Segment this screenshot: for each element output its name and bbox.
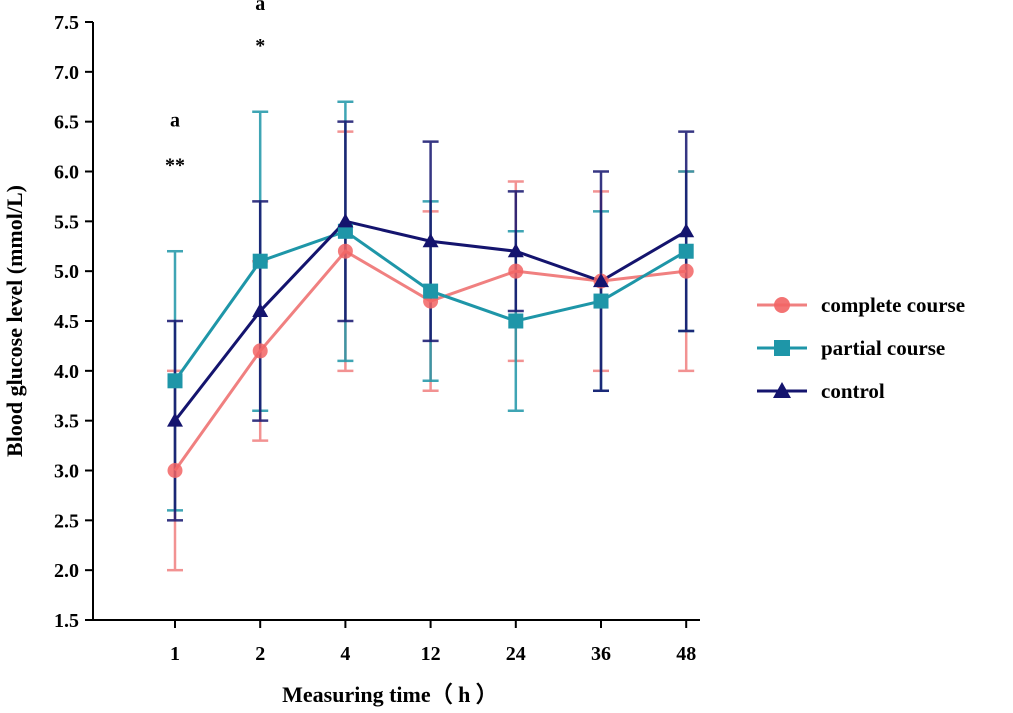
marker-partial-course xyxy=(678,243,694,259)
marker-complete-course xyxy=(508,263,524,279)
y-tick-label: 7.0 xyxy=(54,62,79,84)
annotations-layer: a ** a * xyxy=(165,0,265,177)
marker-control xyxy=(167,412,183,427)
significance-annotation: a xyxy=(170,110,180,132)
legend-label-partial-course: partial course xyxy=(821,336,945,360)
legend-label-control: control xyxy=(821,379,885,403)
legend-marker-control xyxy=(773,382,791,398)
legend-marker-complete-course xyxy=(774,297,790,313)
x-axis-title: Measuring time（ h ） xyxy=(282,682,498,707)
y-axis-title: Blood glucose level (mmol/L) xyxy=(2,185,27,457)
y-tick-label: 5.5 xyxy=(54,211,79,233)
error-bars-layer xyxy=(167,100,695,572)
markers-layer xyxy=(167,213,695,478)
significance-annotation: ** xyxy=(165,155,185,177)
x-tick-label: 36 xyxy=(591,643,611,665)
legend: complete course partial course control xyxy=(757,293,965,403)
marker-control xyxy=(252,303,269,318)
legend-item-complete-course: complete course xyxy=(757,293,965,317)
y-tick-label: 7.5 xyxy=(54,12,79,34)
y-tick-label: 2.5 xyxy=(54,510,79,532)
y-tick-label: 4.0 xyxy=(54,361,79,383)
marker-control xyxy=(337,213,354,228)
marker-partial-course xyxy=(167,373,183,389)
marker-complete-course xyxy=(167,463,183,478)
significance-annotation: * xyxy=(255,35,265,57)
y-tick-label: 4.5 xyxy=(54,311,79,333)
marker-control xyxy=(678,223,695,238)
marker-partial-course xyxy=(252,253,268,269)
y-tick-label: 6.0 xyxy=(54,162,79,184)
x-tick-label: 1 xyxy=(170,643,180,665)
legend-item-partial-course: partial course xyxy=(757,336,945,360)
marker-complete-course xyxy=(678,263,694,279)
significance-annotation: a xyxy=(255,0,265,15)
legend-item-control: control xyxy=(757,379,885,403)
marker-partial-course xyxy=(593,293,609,309)
marker-control xyxy=(507,243,524,258)
y-tick-label: 6.5 xyxy=(54,112,79,134)
marker-control xyxy=(593,273,609,288)
x-tick-label: 4 xyxy=(340,643,350,665)
y-tick-label: 2.0 xyxy=(54,560,79,582)
x-tick-label: 48 xyxy=(676,643,696,665)
legend-label-complete-course: complete course xyxy=(821,293,965,317)
marker-complete-course xyxy=(337,243,353,259)
marker-partial-course xyxy=(337,223,353,239)
x-tick-label: 2 xyxy=(255,643,265,665)
marker-partial-course xyxy=(508,313,524,329)
y-tick-label: 1.5 xyxy=(54,610,79,632)
marker-partial-course xyxy=(423,283,439,299)
x-tick-label: 12 xyxy=(421,643,441,665)
y-tick-label: 5.0 xyxy=(54,261,79,283)
x-tick-label: 24 xyxy=(506,643,526,665)
marker-control xyxy=(422,233,439,248)
y-tick-label: 3.0 xyxy=(54,461,79,483)
y-tick-label: 3.5 xyxy=(54,411,79,433)
marker-complete-course xyxy=(252,343,268,359)
legend-marker-partial-course xyxy=(774,340,790,356)
axes-layer: 1.5 2.0 2.5 3.0 3.5 4.0 4.5 5.0 5.5 6.0 6.5 7.0 7.5 1… xyxy=(54,12,700,665)
